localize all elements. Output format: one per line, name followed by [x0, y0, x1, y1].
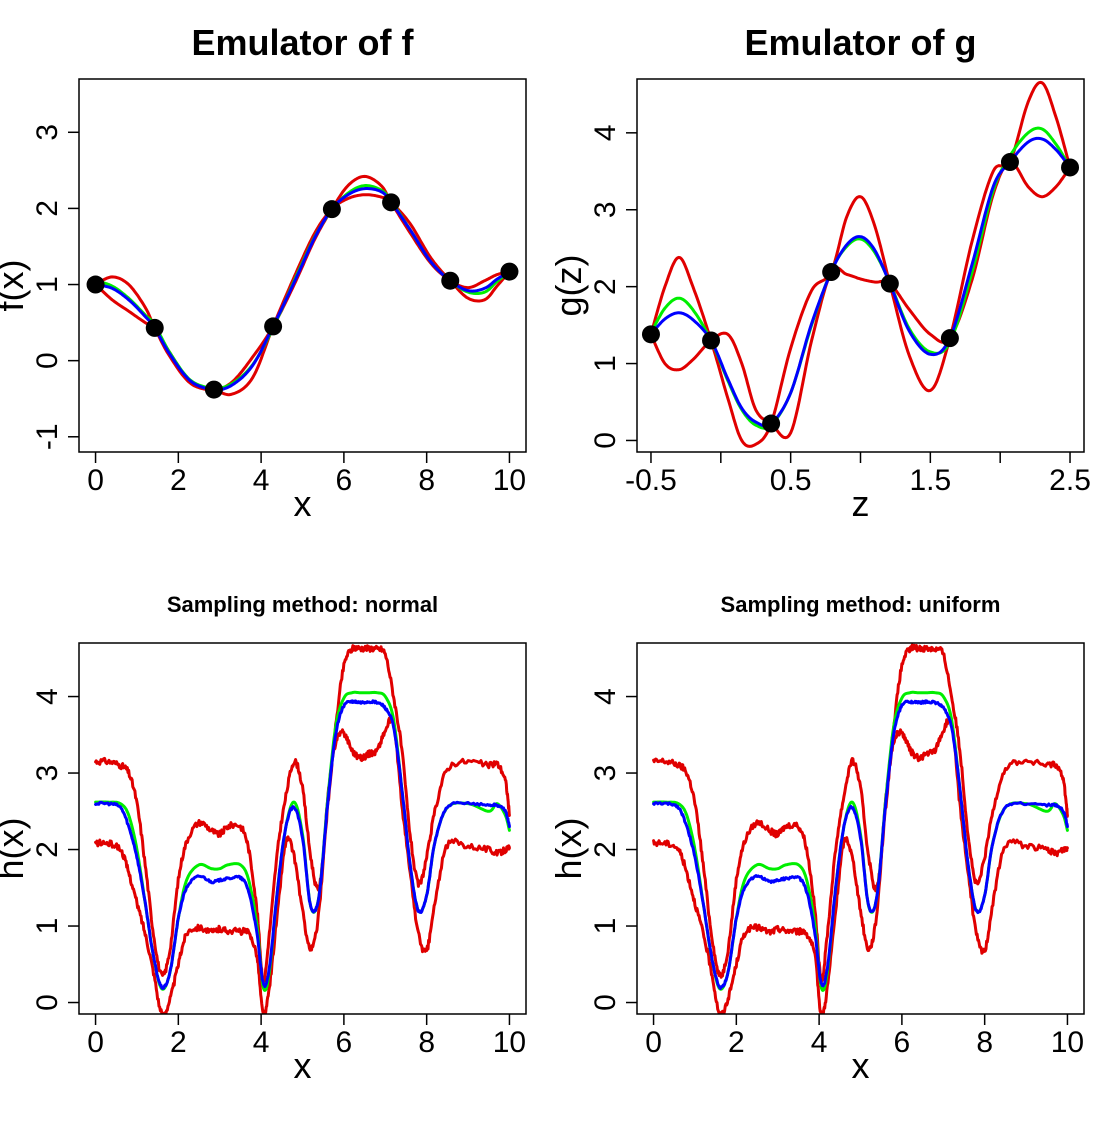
x-axis-label: x: [294, 483, 312, 524]
x-tick-label: 0: [87, 1026, 104, 1059]
design-point: [1061, 158, 1080, 177]
y-tick-label: 2: [589, 278, 622, 295]
x-tick-label: 2.5: [1049, 464, 1091, 497]
y-tick-label: 3: [31, 124, 64, 141]
chart-title: Emulator of f: [192, 22, 415, 63]
x-tick-label: 0: [87, 464, 104, 497]
y-axis-label: g(z): [548, 255, 589, 317]
y-tick-label: 0: [589, 994, 622, 1011]
y-tick-label: 3: [589, 201, 622, 218]
x-tick-label: 2: [170, 1026, 187, 1059]
design-point: [441, 271, 460, 290]
plot-frame: [78, 642, 527, 1015]
chart-panel-4: Sampling method: uniform 0 2 4 6 8 10 x 0 1 2 3 4 h(x…: [548, 592, 1085, 1086]
x-tick-label: 0: [645, 1026, 662, 1059]
y-tick-label: 4: [589, 124, 622, 141]
series-line-upper: [94, 644, 511, 983]
x-tick-label: 2: [170, 464, 187, 497]
x-tick-label: 10: [493, 464, 526, 497]
x-tick-label: 4: [811, 1026, 828, 1059]
chart-panel-2: Emulator of g -0.5 0.5 1.5 2.5 z 0 1 2 3 4 g(z): [548, 22, 1091, 524]
y-tick-label: 1: [31, 918, 64, 935]
y-tick-label: 4: [589, 688, 622, 705]
x-tick-label: 6: [336, 464, 353, 497]
design-point: [1000, 153, 1019, 172]
y-tick-label: 4: [31, 688, 64, 705]
y-axis-label: h(x): [0, 818, 31, 880]
y-tick-label: 1: [589, 918, 622, 935]
chart-panel-3: Sampling method: normal 0 2 4 6 8 10 x 0 1 2 3 4 h(x): [0, 592, 527, 1086]
design-point: [204, 380, 223, 399]
design-point: [880, 274, 899, 293]
x-tick-label: 4: [253, 1026, 270, 1059]
y-tick-label: -1: [31, 423, 64, 450]
x-tick-label: 6: [336, 1026, 353, 1059]
x-tick-label: 10: [493, 1026, 526, 1059]
design-point: [322, 200, 341, 219]
x-tick-label: 4: [253, 464, 270, 497]
plot-frame: [636, 78, 1085, 453]
series-line-mean: [652, 699, 1069, 990]
x-axis-label: x: [852, 1045, 870, 1086]
x-tick-label: 8: [418, 1026, 435, 1059]
x-axis-label: z: [852, 483, 870, 524]
chart-panel-1: Emulator of f 0 2 4 6 8 10 x -1 0 1 2 3 f(x): [0, 22, 527, 524]
series-line-upper: [652, 643, 1069, 985]
chart-title: Emulator of g: [745, 22, 977, 63]
x-axis-label: x: [294, 1045, 312, 1086]
y-tick-label: 3: [589, 765, 622, 782]
series-group: [652, 643, 1069, 1014]
y-tick-label: 0: [589, 432, 622, 449]
design-point: [762, 414, 781, 433]
design-point: [641, 325, 660, 344]
x-tick-label: 6: [894, 1026, 911, 1059]
x-tick-label: 8: [976, 1026, 993, 1059]
design-point: [145, 318, 164, 337]
x-tick-label: 2: [728, 1026, 745, 1059]
design-point: [382, 193, 401, 212]
design-point: [822, 263, 841, 282]
y-tick-label: 0: [31, 352, 64, 369]
x-tick-label: 8: [418, 464, 435, 497]
x-tick-label: 0.5: [770, 464, 812, 497]
design-point: [702, 331, 721, 350]
y-tick-label: 2: [589, 841, 622, 858]
y-tick-label: 0: [31, 994, 64, 1011]
y-tick-label: 2: [31, 200, 64, 217]
y-tick-label: 1: [589, 355, 622, 372]
design-point: [264, 317, 283, 336]
plot-frame: [636, 642, 1085, 1015]
y-tick-label: 3: [31, 765, 64, 782]
y-axis-label: h(x): [548, 818, 589, 880]
x-tick-label: 10: [1051, 1026, 1084, 1059]
design-point: [940, 329, 959, 348]
plot-frame: [78, 78, 527, 453]
x-tick-label: 1.5: [909, 464, 951, 497]
x-tick-label: -0.5: [625, 464, 677, 497]
chart-title: Sampling method: uniform: [721, 592, 1001, 617]
series-line-mean: [94, 699, 511, 990]
chart-title: Sampling method: normal: [167, 592, 438, 617]
design-point: [86, 275, 105, 294]
design-point: [500, 262, 519, 281]
y-tick-label: 1: [31, 276, 64, 293]
y-tick-label: 2: [31, 841, 64, 858]
y-axis-label: f(x): [0, 260, 31, 312]
